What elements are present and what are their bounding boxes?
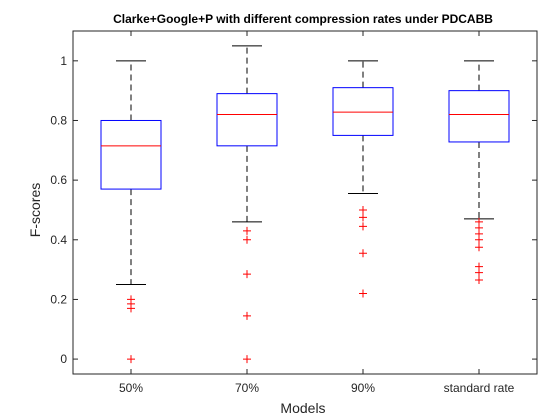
box	[100, 119, 162, 190]
outlier-marker	[243, 226, 251, 235]
plot-area: 0 0.2 0.4 0.6 0.8 1 50% 70% 90% standard rate	[50, 30, 538, 395]
y-tick-label: 0.2	[50, 292, 67, 306]
outlier-marker	[475, 243, 483, 252]
outlier-marker	[359, 205, 367, 214]
outlier-marker	[243, 270, 251, 279]
box	[216, 93, 278, 147]
outlier-marker	[475, 276, 483, 285]
outlier-marker	[475, 268, 483, 277]
x-tick-label: 50%	[119, 381, 143, 395]
chart-title: Clarke+Google+P with different compressi…	[113, 12, 493, 26]
box	[448, 90, 510, 143]
y-tick-label: 0.8	[50, 113, 67, 127]
y-tick-label: 0.4	[50, 233, 67, 247]
outlier-marker	[359, 213, 367, 222]
y-tick-label: 0	[60, 352, 67, 366]
y-tick-label: 1	[60, 54, 67, 68]
x-tick-label: 70%	[235, 381, 259, 395]
box	[332, 87, 394, 136]
outlier-marker	[243, 355, 251, 364]
outlier-marker	[359, 222, 367, 231]
axes-frame	[72, 30, 538, 375]
y-tick-label: 0.6	[50, 173, 67, 187]
outlier-marker	[243, 235, 251, 244]
outlier-marker	[243, 311, 251, 320]
outlier-marker	[359, 249, 367, 258]
outlier-marker	[359, 289, 367, 298]
outlier-marker	[127, 304, 135, 313]
outlier-marker	[127, 355, 135, 364]
y-axis-label: F-scores	[27, 183, 43, 237]
x-axis-label: Models	[280, 400, 325, 416]
x-tick-label: standard rate	[444, 381, 515, 395]
outlier-marker	[475, 235, 483, 244]
x-tick-label: 90%	[351, 381, 375, 395]
